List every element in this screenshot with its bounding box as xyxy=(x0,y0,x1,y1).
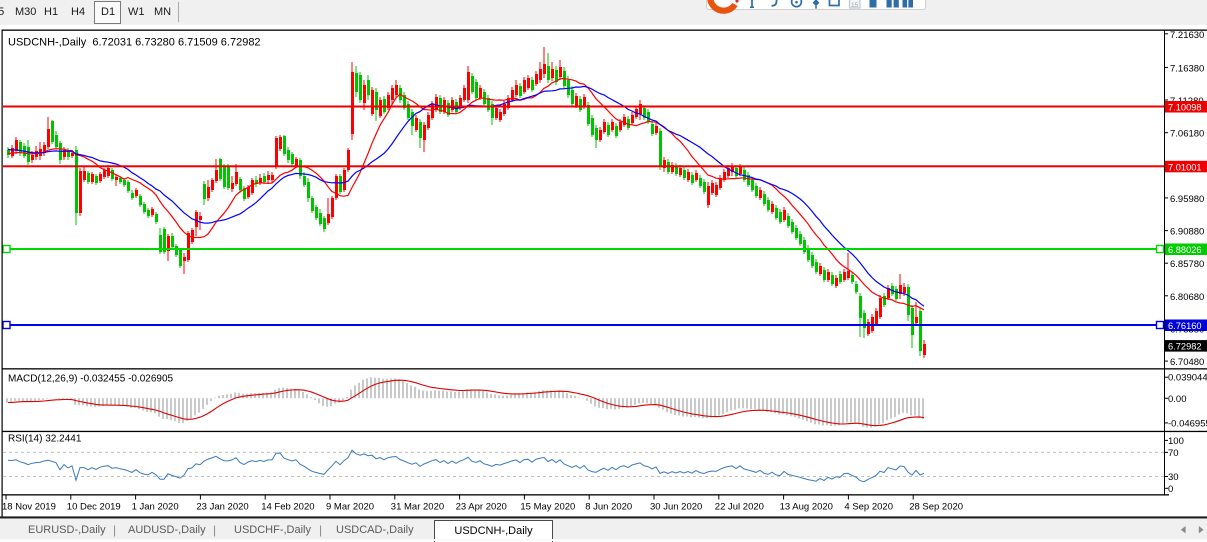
svg-text:100: 100 xyxy=(1168,436,1184,447)
svg-text:6.90880: 6.90880 xyxy=(1170,227,1204,238)
svg-text:28 Sep 2020: 28 Sep 2020 xyxy=(909,502,963,513)
svg-text:23 Apr 2020: 23 Apr 2020 xyxy=(456,502,507,513)
svg-text:USDCNH-,Daily 6.72031 6.73280: USDCNH-,Daily 6.72031 6.73280 6.71509 6.… xyxy=(8,37,261,49)
svg-text:0.00: 0.00 xyxy=(1168,394,1187,405)
svg-text:4 Sep 2020: 4 Sep 2020 xyxy=(844,502,893,513)
svg-text:10 Dec 2019: 10 Dec 2019 xyxy=(67,502,121,513)
svg-text:7.21630: 7.21630 xyxy=(1170,30,1204,41)
svg-text:14 Feb 2020: 14 Feb 2020 xyxy=(261,502,314,513)
svg-text:6.76160: 6.76160 xyxy=(1168,321,1202,331)
svg-text:30: 30 xyxy=(1168,472,1179,483)
svg-text:7.16380: 7.16380 xyxy=(1170,63,1204,74)
svg-text:31 Mar 2020: 31 Mar 2020 xyxy=(391,502,444,513)
svg-text:RSI(14) 32.2441: RSI(14) 32.2441 xyxy=(8,434,82,445)
svg-text:0: 0 xyxy=(1168,484,1173,495)
svg-text:6.95980: 6.95980 xyxy=(1170,194,1204,205)
svg-text:15: 15 xyxy=(851,2,859,9)
svg-text:70: 70 xyxy=(1168,448,1179,459)
svg-text:6.72982: 6.72982 xyxy=(1168,342,1202,352)
svg-text:-0.046955: -0.046955 xyxy=(1168,418,1207,429)
svg-text:8 Jun 2020: 8 Jun 2020 xyxy=(585,502,632,513)
svg-text:0.039044: 0.039044 xyxy=(1168,373,1207,384)
svg-text:6.88026: 6.88026 xyxy=(1168,245,1202,255)
svg-text:1 Jan 2020: 1 Jan 2020 xyxy=(132,502,179,513)
svg-text:6.80680: 6.80680 xyxy=(1170,292,1204,303)
svg-text:7.10098: 7.10098 xyxy=(1168,103,1202,113)
svg-text:13 Aug 2020: 13 Aug 2020 xyxy=(780,502,833,513)
svg-text:18 Nov 2019: 18 Nov 2019 xyxy=(2,502,56,513)
svg-text:30 Jun 2020: 30 Jun 2020 xyxy=(650,502,702,513)
svg-text:22 Jul 2020: 22 Jul 2020 xyxy=(715,502,764,513)
svg-text:7.06180: 7.06180 xyxy=(1170,129,1204,140)
svg-text:23 Jan 2020: 23 Jan 2020 xyxy=(196,502,248,513)
svg-text:MACD(12,26,9) -0.032455 -0.026: MACD(12,26,9) -0.032455 -0.026905 xyxy=(8,374,174,385)
svg-text:15 May 2020: 15 May 2020 xyxy=(520,502,575,513)
svg-text:6.70480: 6.70480 xyxy=(1170,357,1204,368)
svg-text:9 Mar 2020: 9 Mar 2020 xyxy=(326,502,374,513)
svg-text:7.01001: 7.01001 xyxy=(1168,162,1202,172)
svg-text:6.85780: 6.85780 xyxy=(1170,259,1204,270)
